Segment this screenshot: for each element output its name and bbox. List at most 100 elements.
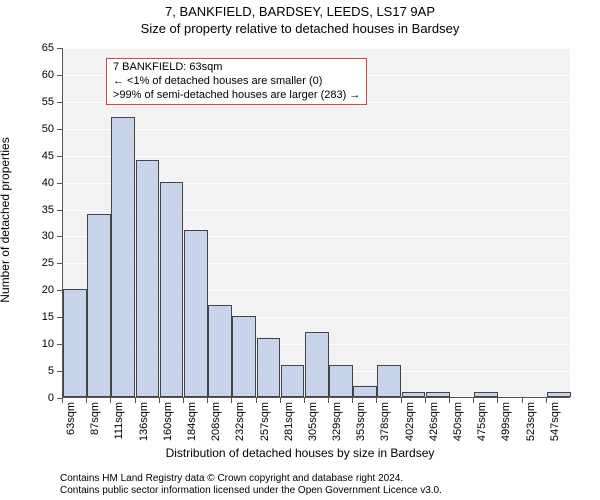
y-tick-mark <box>57 183 62 184</box>
histogram-bar <box>474 392 498 397</box>
annotation-line2: ← <1% of detached houses are smaller (0) <box>113 75 360 89</box>
x-tick-label: 87sqm <box>89 402 101 435</box>
x-tick-label: 257sqm <box>259 402 271 441</box>
x-tick-mark <box>497 398 498 403</box>
y-tick-mark <box>57 48 62 49</box>
x-tick-mark <box>352 398 353 403</box>
chart-subtitle: Size of property relative to detached ho… <box>0 21 600 36</box>
x-tick-mark <box>304 398 305 403</box>
attribution-line2: Contains public sector information licen… <box>60 485 442 497</box>
y-tick-label: 50 <box>30 123 54 135</box>
y-axis-label: Number of detached properties <box>0 137 12 302</box>
y-tick-label: 35 <box>30 204 54 216</box>
histogram-bar <box>63 289 87 397</box>
histogram-bar <box>426 392 450 397</box>
histogram-bar <box>184 230 208 397</box>
x-tick-label: 232sqm <box>234 402 246 441</box>
y-tick-mark <box>57 156 62 157</box>
histogram-bar <box>160 182 184 397</box>
annotation-line1: 7 BANKFIELD: 63sqm <box>113 61 360 75</box>
x-tick-label: 426sqm <box>428 402 440 441</box>
x-tick-label: 281sqm <box>283 402 295 441</box>
attribution-block: Contains HM Land Registry data © Crown c… <box>60 473 442 497</box>
y-tick-label: 30 <box>30 230 54 242</box>
x-tick-mark <box>401 398 402 403</box>
chart-area: 7 BANKFIELD: 63sqm ← <1% of detached hou… <box>62 48 570 398</box>
x-tick-mark <box>207 398 208 403</box>
y-tick-mark <box>57 210 62 211</box>
x-tick-label: 547sqm <box>549 402 561 441</box>
histogram-bar <box>232 316 256 397</box>
x-tick-mark <box>328 398 329 403</box>
x-tick-mark <box>183 398 184 403</box>
histogram-bar <box>402 392 426 397</box>
y-tick-label: 65 <box>30 42 54 54</box>
y-tick-label: 5 <box>30 365 54 377</box>
y-tick-mark <box>57 75 62 76</box>
x-tick-label: 111sqm <box>113 402 125 440</box>
x-tick-label: 499sqm <box>500 402 512 441</box>
gridline <box>63 129 570 130</box>
x-tick-label: 475sqm <box>476 402 488 441</box>
annotation-box: 7 BANKFIELD: 63sqm ← <1% of detached hou… <box>106 58 367 105</box>
x-tick-label: 450sqm <box>452 402 464 441</box>
histogram-bar <box>111 117 135 397</box>
y-tick-label: 0 <box>30 392 54 404</box>
y-tick-mark <box>57 129 62 130</box>
histogram-bar <box>208 305 232 397</box>
x-tick-mark <box>110 398 111 403</box>
x-tick-label: 208sqm <box>210 402 222 441</box>
x-tick-label: 402sqm <box>404 402 416 441</box>
x-tick-mark <box>159 398 160 403</box>
histogram-bar <box>377 365 401 397</box>
x-tick-mark <box>280 398 281 403</box>
histogram-bar <box>281 365 305 397</box>
gridline <box>63 156 570 157</box>
y-tick-label: 25 <box>30 257 54 269</box>
y-tick-label: 60 <box>30 69 54 81</box>
x-tick-mark <box>425 398 426 403</box>
y-tick-mark <box>57 344 62 345</box>
x-tick-mark <box>135 398 136 403</box>
x-tick-mark <box>449 398 450 403</box>
x-axis-label: Distribution of detached houses by size … <box>0 446 600 460</box>
x-tick-label: 160sqm <box>162 402 174 441</box>
y-tick-mark <box>57 263 62 264</box>
y-tick-label: 10 <box>30 338 54 350</box>
x-tick-label: 305sqm <box>307 402 319 441</box>
y-tick-mark <box>57 236 62 237</box>
y-tick-label: 40 <box>30 177 54 189</box>
histogram-bar <box>305 332 329 397</box>
x-tick-label: 523sqm <box>525 402 537 441</box>
x-tick-label: 136sqm <box>138 402 150 441</box>
gridline <box>63 48 570 49</box>
histogram-bar <box>87 214 111 397</box>
x-tick-mark <box>86 398 87 403</box>
address-line: 7, BANKFIELD, BARDSEY, LEEDS, LS17 9AP <box>0 4 600 19</box>
x-tick-mark <box>473 398 474 403</box>
y-tick-label: 45 <box>30 150 54 162</box>
x-tick-mark <box>231 398 232 403</box>
x-tick-mark <box>256 398 257 403</box>
title-block: 7, BANKFIELD, BARDSEY, LEEDS, LS17 9AP S… <box>0 0 600 36</box>
histogram-bar <box>547 392 571 397</box>
y-tick-mark <box>57 371 62 372</box>
y-tick-label: 15 <box>30 311 54 323</box>
x-tick-mark <box>62 398 63 403</box>
y-tick-mark <box>57 102 62 103</box>
histogram-bar <box>257 338 281 397</box>
attribution-line1: Contains HM Land Registry data © Crown c… <box>60 473 442 485</box>
x-tick-label: 63sqm <box>65 402 77 435</box>
x-tick-label: 353sqm <box>355 402 367 441</box>
x-tick-mark <box>522 398 523 403</box>
x-tick-mark <box>546 398 547 403</box>
y-tick-label: 55 <box>30 96 54 108</box>
y-tick-label: 20 <box>30 284 54 296</box>
histogram-bar <box>329 365 353 397</box>
x-tick-mark <box>376 398 377 403</box>
histogram-bar <box>353 386 377 397</box>
x-tick-label: 329sqm <box>331 402 343 441</box>
x-tick-label: 184sqm <box>186 402 198 441</box>
histogram-bar <box>136 160 160 397</box>
y-tick-mark <box>57 317 62 318</box>
